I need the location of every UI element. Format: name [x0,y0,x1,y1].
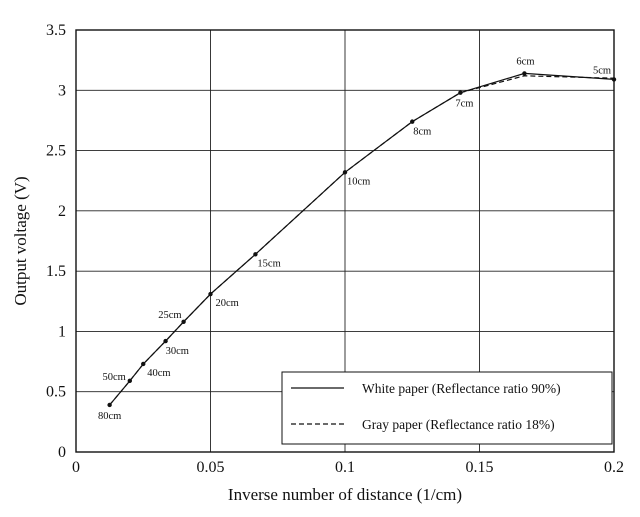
y-tick-label: 2.5 [46,143,66,160]
point-labels: 80cm 50cm 40cm 30cm 25cm 20cm 15cm 10cm 8cm 7cm 6c… [98,56,611,422]
data-point [141,361,146,367]
legend-entry-gray-paper: Gray paper (Reflectance ratio 18%) [362,417,555,432]
point-label: 50cm [102,372,125,383]
series-line-1 [109,75,615,406]
point-label: 80cm [98,411,121,422]
y-tick-label: 1.5 [46,263,66,280]
point-label: 8cm [413,127,431,138]
point-label: 10cm [347,176,370,187]
legend-box [281,371,613,445]
axis-ticks: 0 0.05 0.1 0.15 0.2 0 0.5 1 1.5 2 2.5 3 3.5 [46,22,624,476]
x-tick-label: 0.1 [335,459,355,476]
x-axis-label: Inverse number of distance (1/cm) [228,485,462,504]
data-point [127,378,132,384]
data-point [522,71,527,76]
data-point [410,119,415,124]
y-tick-label: 2 [58,203,66,220]
y-tick-label: 3.5 [46,22,66,39]
data-point [107,402,112,408]
data-point [163,338,168,344]
series-lines [109,72,615,406]
point-label: 20cm [216,298,239,309]
y-tick-label: 0 [58,444,66,461]
x-tick-label: 0.15 [466,459,494,476]
data-point [181,319,186,324]
legend: White paper (Reflectance ratio 90%) Gray… [281,371,613,445]
plot-frame [75,29,615,453]
data-point [208,291,213,297]
data-points [107,71,617,408]
point-label: 30cm [166,346,189,357]
point-label: 7cm [455,99,473,110]
x-tick-label: 0.05 [197,459,225,476]
point-label: 15cm [257,258,280,269]
y-tick-label: 1 [58,323,66,340]
x-tick-label: 0.2 [604,459,624,476]
point-label: 25cm [158,310,181,321]
y-tick-label: 0.5 [46,384,66,401]
data-point [458,90,463,95]
x-tick-label: 0 [72,459,80,476]
data-point [253,252,258,257]
y-tick-label: 3 [58,82,66,99]
point-label: 40cm [147,368,170,379]
point-label: 5cm [593,65,611,76]
point-label: 6cm [516,56,534,67]
legend-entry-white-paper: White paper (Reflectance ratio 90%) [362,381,561,396]
y-axis-label: Output voltage (V) [11,176,30,305]
data-point [342,170,348,175]
